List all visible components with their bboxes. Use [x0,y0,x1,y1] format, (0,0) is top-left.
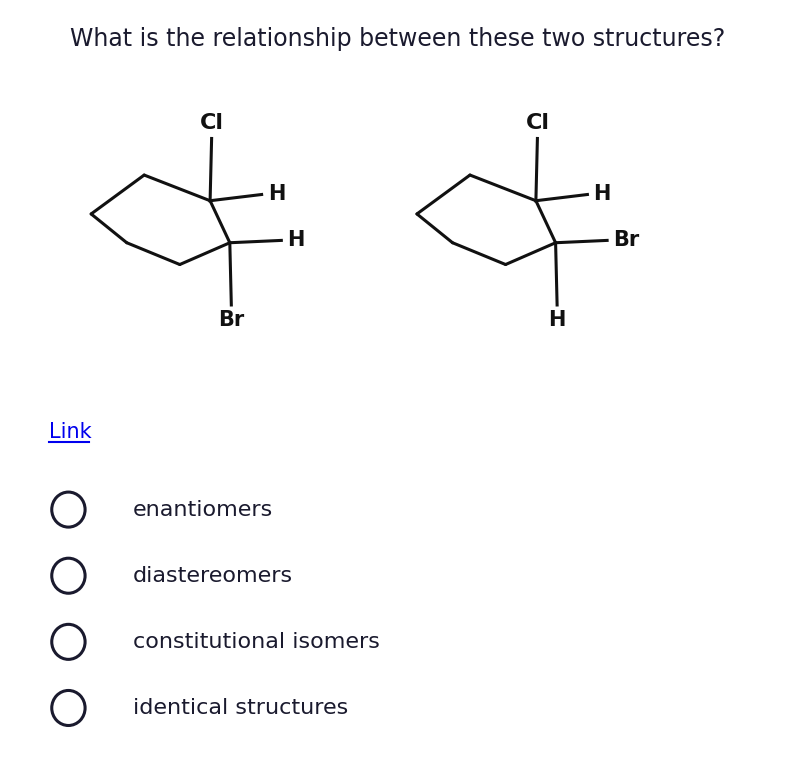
Text: H: H [287,230,305,251]
Text: Cl: Cl [525,113,549,133]
Text: diastereomers: diastereomers [133,566,293,586]
Text: Br: Br [613,230,639,251]
Text: enantiomers: enantiomers [133,499,273,520]
Text: Link: Link [49,422,92,442]
Text: Br: Br [218,310,244,331]
Text: identical structures: identical structures [133,698,348,718]
Text: Cl: Cl [200,113,224,133]
Text: What is the relationship between these two structures?: What is the relationship between these t… [70,27,726,51]
Text: constitutional isomers: constitutional isomers [133,632,380,652]
Text: H: H [548,310,566,331]
Text: H: H [267,184,285,205]
Text: H: H [594,184,611,205]
